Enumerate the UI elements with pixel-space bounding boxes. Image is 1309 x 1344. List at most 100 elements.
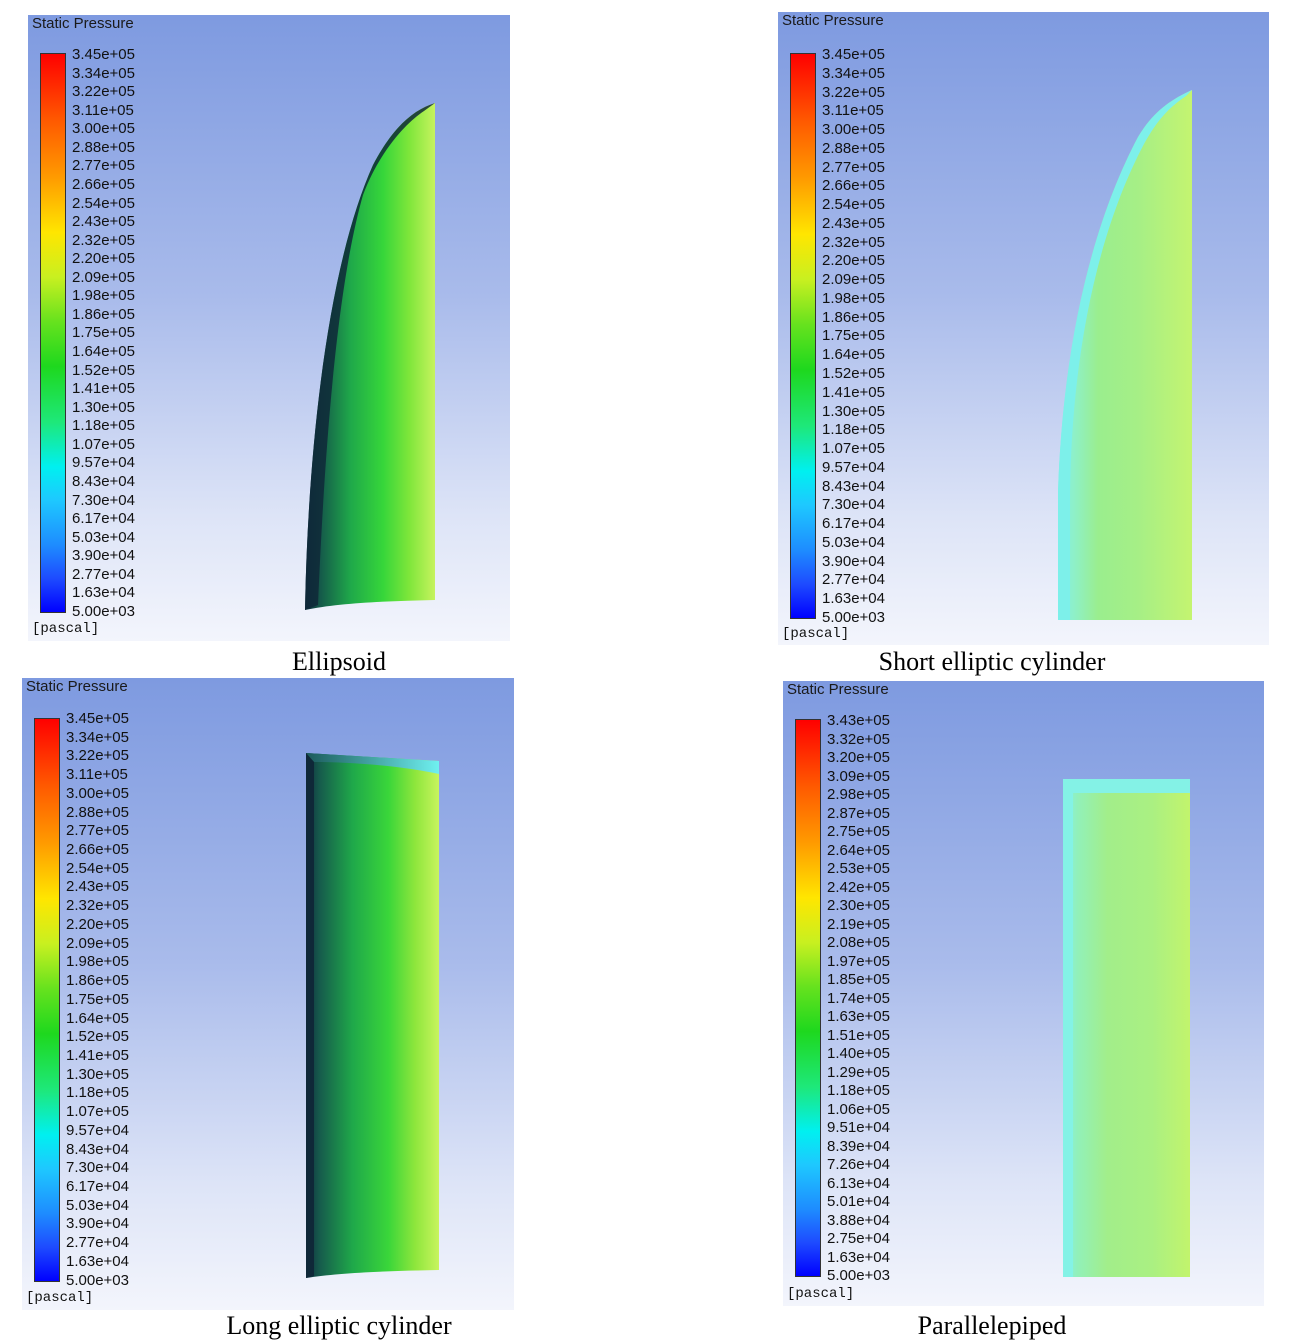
scale-tick-label: 5.03e+04: [66, 1196, 129, 1214]
scale-tick-label: 3.90e+04: [822, 552, 885, 570]
scale-tick-label: 1.07e+05: [66, 1103, 129, 1121]
color-scale-labels: 3.43e+05 3.32e+05 3.20e+05 3.09e+05 2.98e+05…: [827, 713, 890, 1283]
scale-tick-label: 1.41e+05: [822, 383, 885, 401]
scale-tick-label: 1.07e+05: [72, 435, 135, 453]
unit-label: [pascal]: [26, 1290, 94, 1306]
scale-tick-label: 3.22e+05: [822, 83, 885, 101]
contour-panel-short-elliptic-cylinder: Static Pressure 3.45e+05 3.34e+05 3.22e+05…: [778, 12, 1269, 645]
scale-tick-label: 9.57e+04: [66, 1121, 129, 1139]
scale-tick-label: 1.85e+05: [827, 971, 890, 988]
scale-tick-label: 9.51e+04: [827, 1119, 890, 1136]
scale-tick-label: 3.34e+05: [72, 64, 135, 82]
contour-panel-parallelepiped: Static Pressure 3.43e+05 3.32e+05 3.20e+05…: [783, 681, 1264, 1306]
scale-tick-label: 1.98e+05: [822, 289, 885, 307]
scale-tick-label: 2.77e+04: [72, 565, 135, 583]
panel-title: Static Pressure: [782, 12, 884, 29]
caption-long-elliptic-cylinder: Long elliptic cylinder: [226, 1311, 452, 1340]
color-scale-bar: [40, 53, 66, 613]
scale-tick-label: 3.22e+05: [72, 83, 135, 101]
scale-tick-label: 1.86e+05: [822, 308, 885, 326]
scale-tick-label: 2.54e+05: [66, 859, 129, 877]
unit-label: [pascal]: [32, 621, 100, 637]
unit-label: [pascal]: [782, 626, 850, 642]
scale-tick-label: 7.30e+04: [66, 1159, 129, 1177]
scale-tick-label: 3.11e+05: [72, 101, 134, 119]
scale-tick-label: 2.20e+05: [822, 252, 885, 270]
scale-tick-label: 1.74e+05: [827, 989, 890, 1007]
scale-tick-label: 8.43e+04: [66, 1140, 129, 1158]
scale-tick-label: 8.39e+04: [827, 1137, 890, 1155]
scale-tick-label: 8.43e+04: [822, 477, 885, 495]
scale-tick-label: 2.32e+05: [66, 897, 129, 915]
color-scale-labels: 3.45e+05 3.34e+05 3.22e+05 3.11e+05 3.00e+05…: [822, 47, 885, 625]
scale-tick-label: 1.97e+05: [827, 952, 890, 970]
scale-tick-label: 1.75e+05: [72, 324, 135, 342]
caption-short-elliptic-cylinder: Short elliptic cylinder: [878, 647, 1106, 676]
short-elliptic-cylinder-contour-shape: [1058, 90, 1192, 620]
scale-tick-label: 3.09e+05: [827, 767, 890, 785]
scale-tick-label: 3.11e+05: [66, 766, 128, 784]
scale-tick-label: 1.52e+05: [72, 361, 135, 379]
scale-tick-label: 2.43e+05: [66, 878, 129, 896]
scale-tick-label: 3.34e+05: [822, 64, 885, 82]
scale-tick-label: 1.63e+04: [66, 1252, 129, 1270]
scale-tick-label: 1.18e+05: [827, 1082, 890, 1099]
long-elliptic-cylinder-contour-shape: [306, 753, 439, 1278]
scale-tick-label: 2.32e+05: [822, 233, 885, 251]
scale-tick-label: 1.40e+05: [827, 1045, 890, 1062]
scale-tick-label: 1.52e+05: [66, 1028, 129, 1046]
scale-tick-label: 2.77e+05: [66, 822, 129, 840]
scale-tick-label: 7.26e+04: [827, 1156, 890, 1173]
color-scale-labels: 3.45e+05 3.34e+05 3.22e+05 3.11e+05 3.00e+05…: [66, 711, 129, 1288]
scale-tick-label: 2.19e+05: [827, 915, 890, 933]
caption-ellipsoid: Ellipsoid: [292, 647, 386, 676]
scale-tick-label: 5.00e+03: [72, 602, 135, 620]
scale-tick-label: 2.20e+05: [66, 915, 129, 933]
scale-tick-label: 3.45e+05: [72, 46, 135, 63]
scale-tick-label: 1.86e+05: [72, 305, 135, 323]
scale-tick-label: 3.90e+04: [72, 547, 135, 565]
caption-parallelepiped: Parallelepiped: [917, 1311, 1067, 1340]
scale-tick-label: 1.64e+05: [72, 343, 135, 360]
scale-tick-label: 2.66e+05: [66, 841, 129, 859]
contour-panel-long-elliptic-cylinder: Static Pressure 3.45e+05 3.34e+05 3.22e+05…: [22, 678, 514, 1310]
scale-tick-label: 2.75e+04: [827, 1230, 890, 1247]
scale-tick-label: 2.20e+05: [72, 250, 135, 268]
scale-tick-label: 3.90e+04: [66, 1215, 129, 1233]
scale-tick-label: 2.42e+05: [827, 878, 890, 896]
scale-tick-label: 9.57e+04: [822, 458, 885, 476]
parallelepiped-contour-shape: [1063, 779, 1190, 1277]
scale-tick-label: 2.77e+05: [72, 157, 135, 175]
scale-tick-label: 2.09e+05: [66, 934, 129, 952]
scale-tick-label: 2.66e+05: [822, 177, 885, 195]
scale-tick-label: 1.30e+05: [66, 1065, 129, 1083]
scale-tick-label: 2.43e+05: [822, 214, 885, 232]
scale-tick-label: 3.45e+05: [66, 710, 129, 727]
scale-tick-label: 2.09e+05: [72, 268, 135, 286]
scale-tick-label: 2.75e+05: [827, 823, 890, 840]
scale-tick-label: 2.77e+04: [66, 1234, 129, 1252]
scale-tick-label: 1.63e+04: [827, 1248, 890, 1266]
scale-tick-label: 8.43e+04: [72, 472, 135, 490]
scale-tick-label: 6.13e+04: [827, 1174, 890, 1192]
color-scale-bar: [34, 718, 60, 1282]
scale-tick-label: 1.63e+04: [72, 584, 135, 602]
scale-tick-label: 3.45e+05: [822, 46, 885, 63]
scale-tick-label: 1.75e+05: [66, 990, 129, 1008]
scale-tick-label: 1.52e+05: [822, 365, 885, 383]
scale-tick-label: 2.64e+05: [827, 841, 890, 859]
scale-tick-label: 3.20e+05: [827, 749, 890, 766]
panel-title: Static Pressure: [787, 681, 889, 698]
color-scale-labels: 3.45e+05 3.34e+05 3.22e+05 3.11e+05 3.00e+05…: [72, 47, 135, 619]
scale-tick-label: 2.66e+05: [72, 175, 135, 193]
scale-tick-label: 1.86e+05: [66, 972, 129, 990]
scale-tick-label: 5.03e+04: [822, 533, 885, 551]
scale-tick-label: 6.17e+04: [66, 1177, 129, 1195]
scale-tick-label: 6.17e+04: [822, 515, 885, 533]
scale-tick-label: 1.18e+05: [822, 421, 885, 439]
scale-tick-label: 3.11e+05: [822, 102, 884, 120]
scale-tick-label: 5.03e+04: [72, 528, 135, 546]
scale-tick-label: 3.00e+05: [66, 784, 129, 802]
scale-tick-label: 2.87e+05: [827, 804, 890, 822]
scale-tick-label: 2.32e+05: [72, 231, 135, 249]
